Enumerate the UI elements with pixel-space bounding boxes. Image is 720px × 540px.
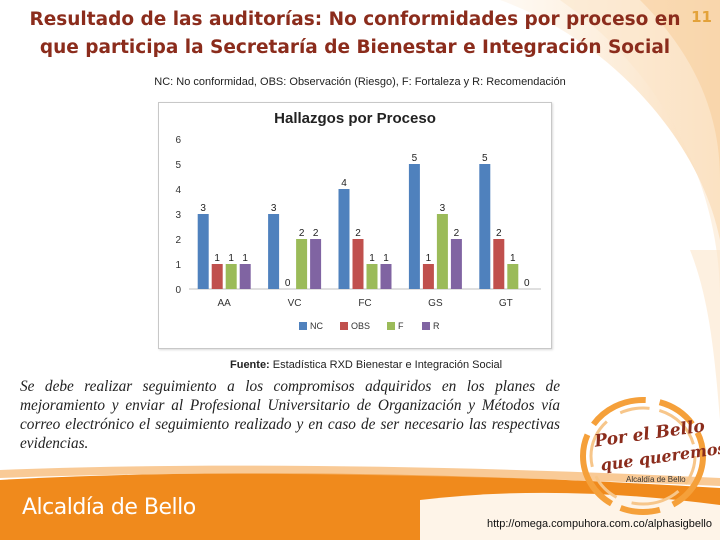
logo-text-line-3: Alcaldía de Bello: [626, 475, 686, 484]
data-label: 0: [524, 278, 530, 289]
data-label: 3: [200, 203, 206, 214]
bar-r-aa: [239, 264, 251, 289]
data-label: 5: [412, 153, 418, 164]
y-tick-label: 0: [175, 285, 181, 296]
bar-r-vc: [310, 239, 322, 289]
bar-f-aa: [225, 264, 237, 289]
y-tick-label: 1: [175, 260, 181, 271]
bar-obs-gs: [422, 264, 434, 289]
legend-label-nc: NC: [310, 321, 323, 331]
legend-swatch-obs: [340, 322, 348, 330]
chart-title: Hallazgos por Proceso: [274, 110, 436, 127]
bar-obs-aa: [211, 264, 223, 289]
y-tick-label: 6: [175, 135, 181, 146]
bar-f-gt: [507, 264, 519, 289]
data-label: 1: [510, 253, 516, 264]
data-label: 2: [496, 228, 502, 239]
data-label: 1: [383, 253, 389, 264]
data-label: 1: [242, 253, 248, 264]
data-label: 1: [228, 253, 234, 264]
bar-obs-gt: [493, 239, 505, 289]
data-label: 0: [285, 278, 291, 289]
abbreviations-note: NC: No conformidad, OBS: Observación (Ri…: [154, 76, 566, 88]
source-note: Fuente: Estadística RXD Bienestar e Inte…: [230, 359, 502, 371]
data-label: 2: [355, 228, 361, 239]
x-tick-label: VC: [288, 298, 302, 309]
bar-f-vc: [296, 239, 308, 289]
legend-label-obs: OBS: [351, 321, 370, 331]
footer-url[interactable]: http://omega.compuhora.com.co/alphasigbe…: [486, 518, 712, 530]
page-number: 11: [691, 8, 712, 26]
data-label: 5: [482, 153, 488, 164]
bar-r-fc: [380, 264, 392, 289]
legend-swatch-nc: [299, 322, 307, 330]
data-label: 3: [440, 203, 446, 214]
x-tick-label: FC: [358, 298, 371, 309]
footer-brand: Alcaldía de Bello: [22, 495, 196, 520]
bar-nc-gt: [479, 164, 491, 289]
y-tick-label: 5: [175, 160, 181, 171]
title-line-1: Resultado de las auditorías: No conformi…: [29, 9, 681, 30]
data-label: 1: [214, 253, 220, 264]
bar-chart: Hallazgos por Proceso 0 1 2 3 4 5 6 3 1 1 1 AA 3 0 2 2 VC…: [158, 102, 552, 349]
body-paragraph: Se debe realizar seguimiento a los compr…: [20, 378, 560, 452]
data-label: 1: [369, 253, 375, 264]
legend-swatch-f: [387, 322, 395, 330]
x-tick-label: GT: [499, 298, 513, 309]
slide-title: Resultado de las auditorías: No conformi…: [10, 6, 700, 62]
x-tick-label: GS: [428, 298, 443, 309]
x-tick-label: AA: [218, 298, 232, 309]
logo-emblem: [580, 397, 706, 515]
y-tick-label: 4: [175, 185, 181, 196]
bar-nc-gs: [408, 164, 420, 289]
legend-label-f: F: [398, 321, 404, 331]
data-label: 2: [313, 228, 319, 239]
data-label: 4: [341, 178, 347, 189]
bar-f-fc: [366, 264, 378, 289]
bar-nc-aa: [197, 214, 209, 289]
bar-f-gs: [436, 214, 448, 289]
legend-swatch-r: [422, 322, 430, 330]
data-label: 2: [454, 228, 460, 239]
data-label: 1: [426, 253, 432, 264]
bar-obs-fc: [352, 239, 364, 289]
data-label: 3: [271, 203, 277, 214]
y-tick-label: 3: [175, 210, 181, 221]
source-text: Estadística RXD Bienestar e Integración …: [272, 359, 503, 371]
source-label: Fuente:: [230, 359, 270, 371]
bar-nc-vc: [268, 214, 280, 289]
bar-r-gs: [450, 239, 462, 289]
y-tick-label: 2: [175, 235, 181, 246]
data-label: 2: [299, 228, 305, 239]
title-line-2: que participa la Secretaría de Bienestar…: [39, 37, 671, 58]
legend-label-r: R: [433, 321, 440, 331]
bar-nc-fc: [338, 189, 350, 289]
